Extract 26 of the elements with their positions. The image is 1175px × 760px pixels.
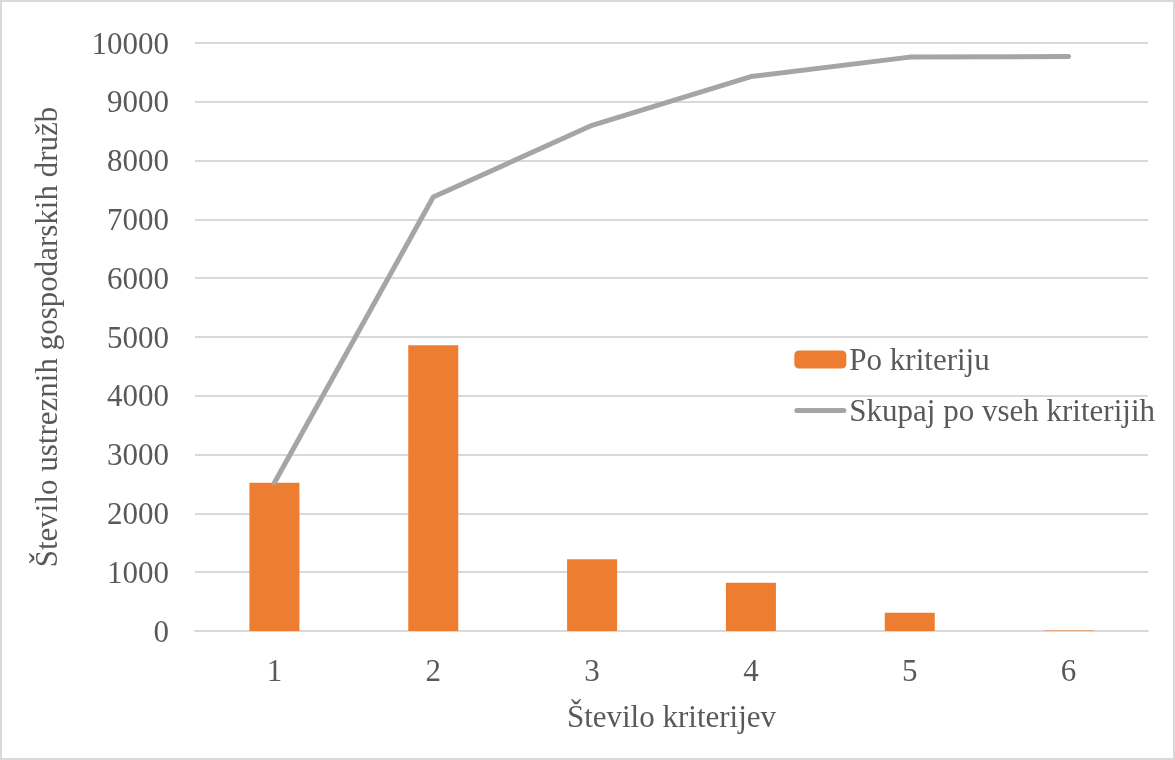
y-tick-label: 8000 <box>107 143 169 179</box>
bar <box>249 482 300 631</box>
y-tick-label: 4000 <box>107 378 169 414</box>
legend-label: Skupaj po vseh kriterijih <box>849 393 1156 428</box>
bar <box>567 559 618 631</box>
y-tick-label: 5000 <box>107 319 169 355</box>
y-tick-label: 3000 <box>107 437 169 473</box>
x-tick-label: 6 <box>1060 653 1077 688</box>
y-tick-label: 1000 <box>107 554 169 590</box>
legend-label: Po kriteriju <box>849 342 990 377</box>
y-tick-label: 7000 <box>107 201 169 237</box>
bar <box>725 582 776 631</box>
y-tick-label: 0 <box>153 613 169 649</box>
y-tick-label: 6000 <box>107 260 169 296</box>
bar <box>884 612 935 631</box>
x-tick-label: 3 <box>584 653 600 688</box>
x-tick-label: 1 <box>266 653 283 688</box>
x-axis-title: Število kriterijev <box>566 699 777 734</box>
y-tick-label: 10000 <box>91 25 169 61</box>
y-tick-label: 9000 <box>107 84 169 120</box>
bar <box>408 345 459 631</box>
x-tick-label: 4 <box>743 653 760 688</box>
x-tick-label: 2 <box>425 653 441 688</box>
y-axis-title: Število ustreznih gospodarskih družb <box>29 106 64 568</box>
x-tick-label: 5 <box>902 653 918 688</box>
y-tick-label: 2000 <box>107 495 169 531</box>
